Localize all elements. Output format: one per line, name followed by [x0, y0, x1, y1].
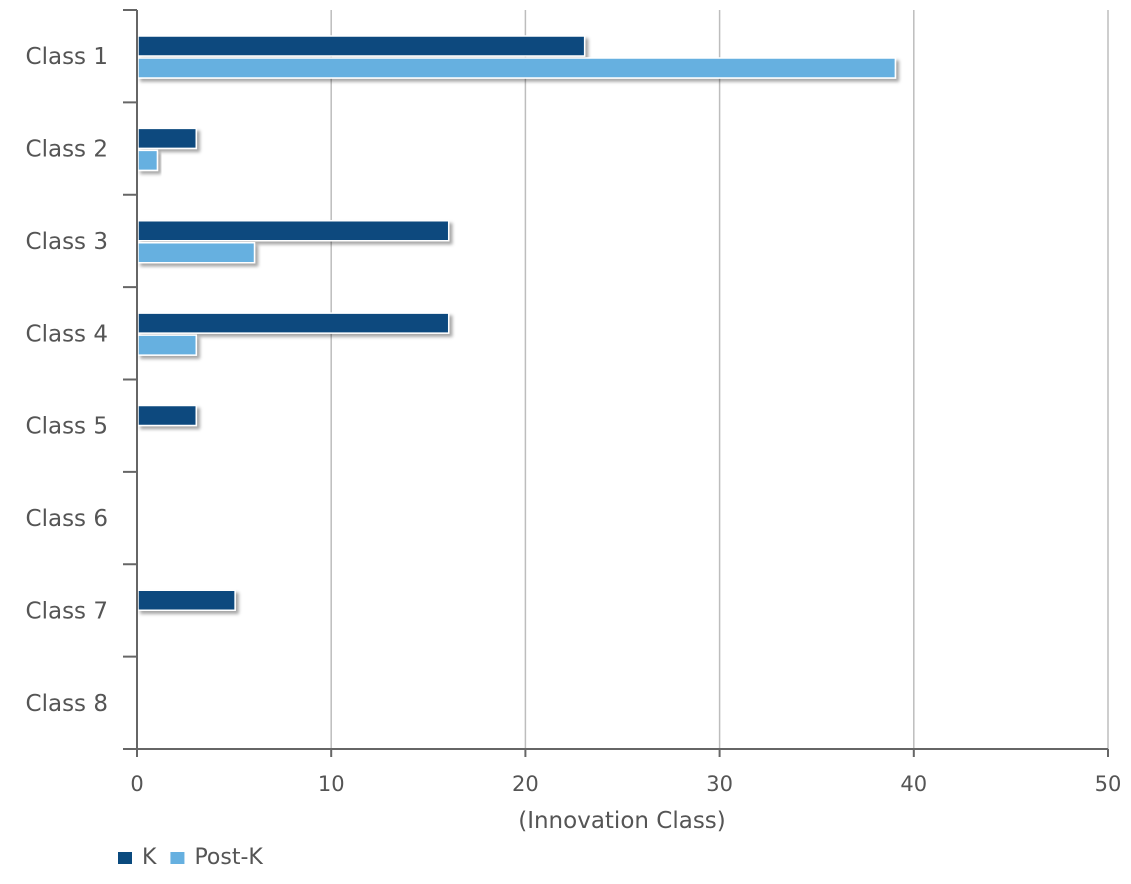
- x-tick-label: 10: [318, 772, 345, 796]
- bar[interactable]: [137, 57, 897, 79]
- bars: [137, 35, 897, 611]
- category-label: Class 1: [26, 44, 108, 70]
- category-label: Class 2: [26, 137, 108, 163]
- x-tick-label: 0: [130, 772, 143, 796]
- bar[interactable]: [137, 220, 450, 242]
- bar[interactable]: [137, 312, 450, 334]
- x-tick-label: 50: [1095, 772, 1122, 796]
- bar[interactable]: [137, 589, 236, 611]
- bar[interactable]: [137, 334, 198, 356]
- bar[interactable]: [137, 127, 198, 150]
- axis-labels: 0 10 20 30 40 50 Class 1 Class 2 Class 3 Class 4 C…: [26, 44, 1122, 796]
- gridlines: [330, 10, 1109, 749]
- legend-label[interactable]: Post-K: [194, 845, 263, 870]
- x-tick-label: 20: [512, 772, 539, 796]
- category-label: Class 3: [26, 229, 108, 255]
- x-axis-title: (Innovation Class): [518, 808, 726, 834]
- x-tick-label: 40: [900, 772, 927, 796]
- category-label: Class 7: [26, 598, 108, 624]
- category-label: Class 5: [26, 414, 108, 440]
- axes: [123, 9, 1109, 757]
- x-tick-label: 30: [706, 772, 733, 796]
- bar[interactable]: [137, 149, 159, 172]
- category-label: Class 6: [26, 506, 108, 532]
- category-label: Class 8: [26, 691, 108, 717]
- legend-swatch: [170, 852, 185, 864]
- legend-swatch: [118, 852, 132, 864]
- bar[interactable]: [137, 404, 198, 427]
- legend: K Post-K: [118, 845, 263, 870]
- bar[interactable]: [137, 35, 586, 57]
- bar[interactable]: [137, 242, 256, 264]
- category-label: Class 4: [26, 321, 108, 347]
- legend-label[interactable]: K: [142, 845, 157, 870]
